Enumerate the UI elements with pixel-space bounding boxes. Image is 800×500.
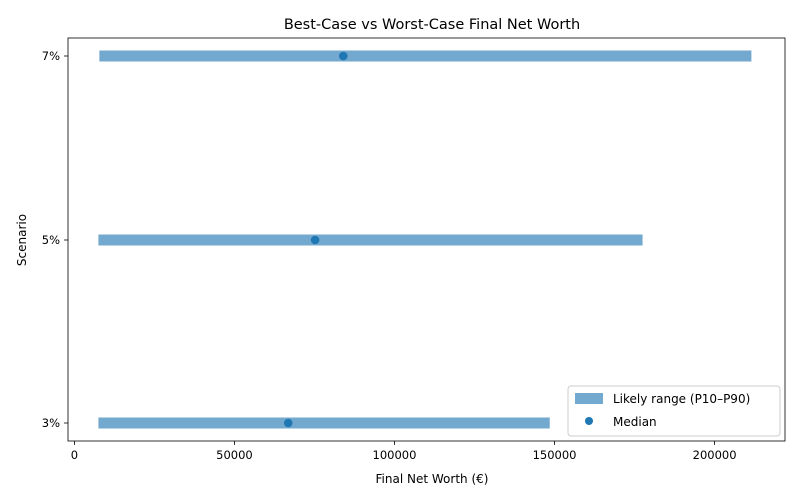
median-point-3% [283,418,293,428]
range-bar-7% [99,50,752,62]
legend-box [567,385,781,437]
x-tick-label: 50000 [216,448,253,462]
y-tick-label: 7% [42,49,60,63]
legend-median-label: Median [613,415,657,429]
x-tick-label: 150000 [533,448,577,462]
legend-range-swatch [575,393,603,404]
median-point-7% [338,51,348,61]
x-tick-label: 100000 [373,448,417,462]
range-bar-3% [98,417,550,429]
y-tick-label: 5% [42,233,60,247]
y-axis-label: Scenario [15,214,29,266]
x-tick-label: 0 [71,448,78,462]
plot-frame [67,37,786,442]
y-axis: 3% 5% 7% [42,49,68,430]
y-tick-label: 3% [42,416,60,430]
chart-title: Best-Case vs Worst-Case Final Net Worth [284,17,580,33]
range-bar-5% [98,234,643,246]
x-axis-label: Final Net Worth (€) [376,472,489,486]
x-tick-label: 200000 [693,448,737,462]
legend: Likely range (P10–P90) Median [567,385,781,437]
plot-area [98,50,752,429]
legend-range-label: Likely range (P10–P90) [613,392,750,406]
x-axis: 0 50000 100000 150000 200000 [71,441,737,462]
median-point-5% [310,235,320,245]
legend-median-marker [585,417,593,425]
